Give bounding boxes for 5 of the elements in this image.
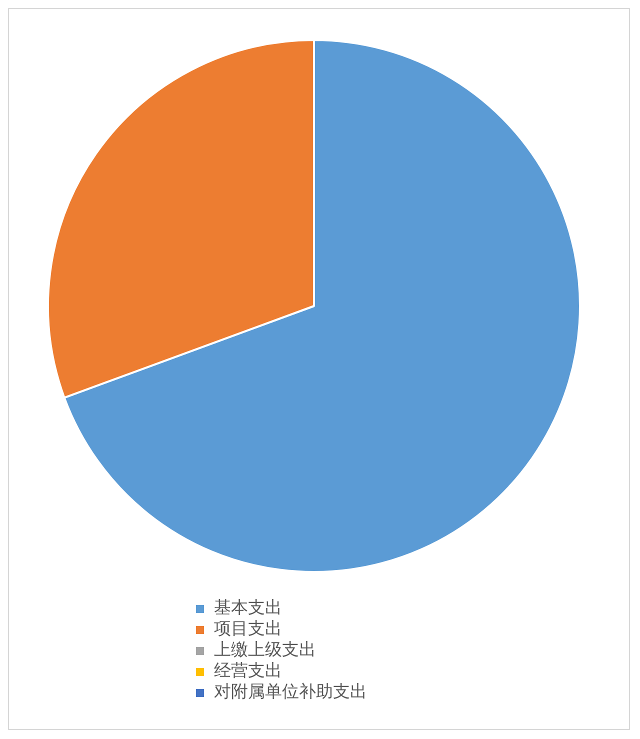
legend-label: 对附属单位补助支出	[214, 682, 367, 703]
legend-label: 经营支出	[214, 661, 282, 682]
legend-label: 项目支出	[214, 619, 282, 640]
legend-label: 基本支出	[214, 598, 282, 619]
legend-label: 上缴上级支出	[214, 640, 316, 661]
